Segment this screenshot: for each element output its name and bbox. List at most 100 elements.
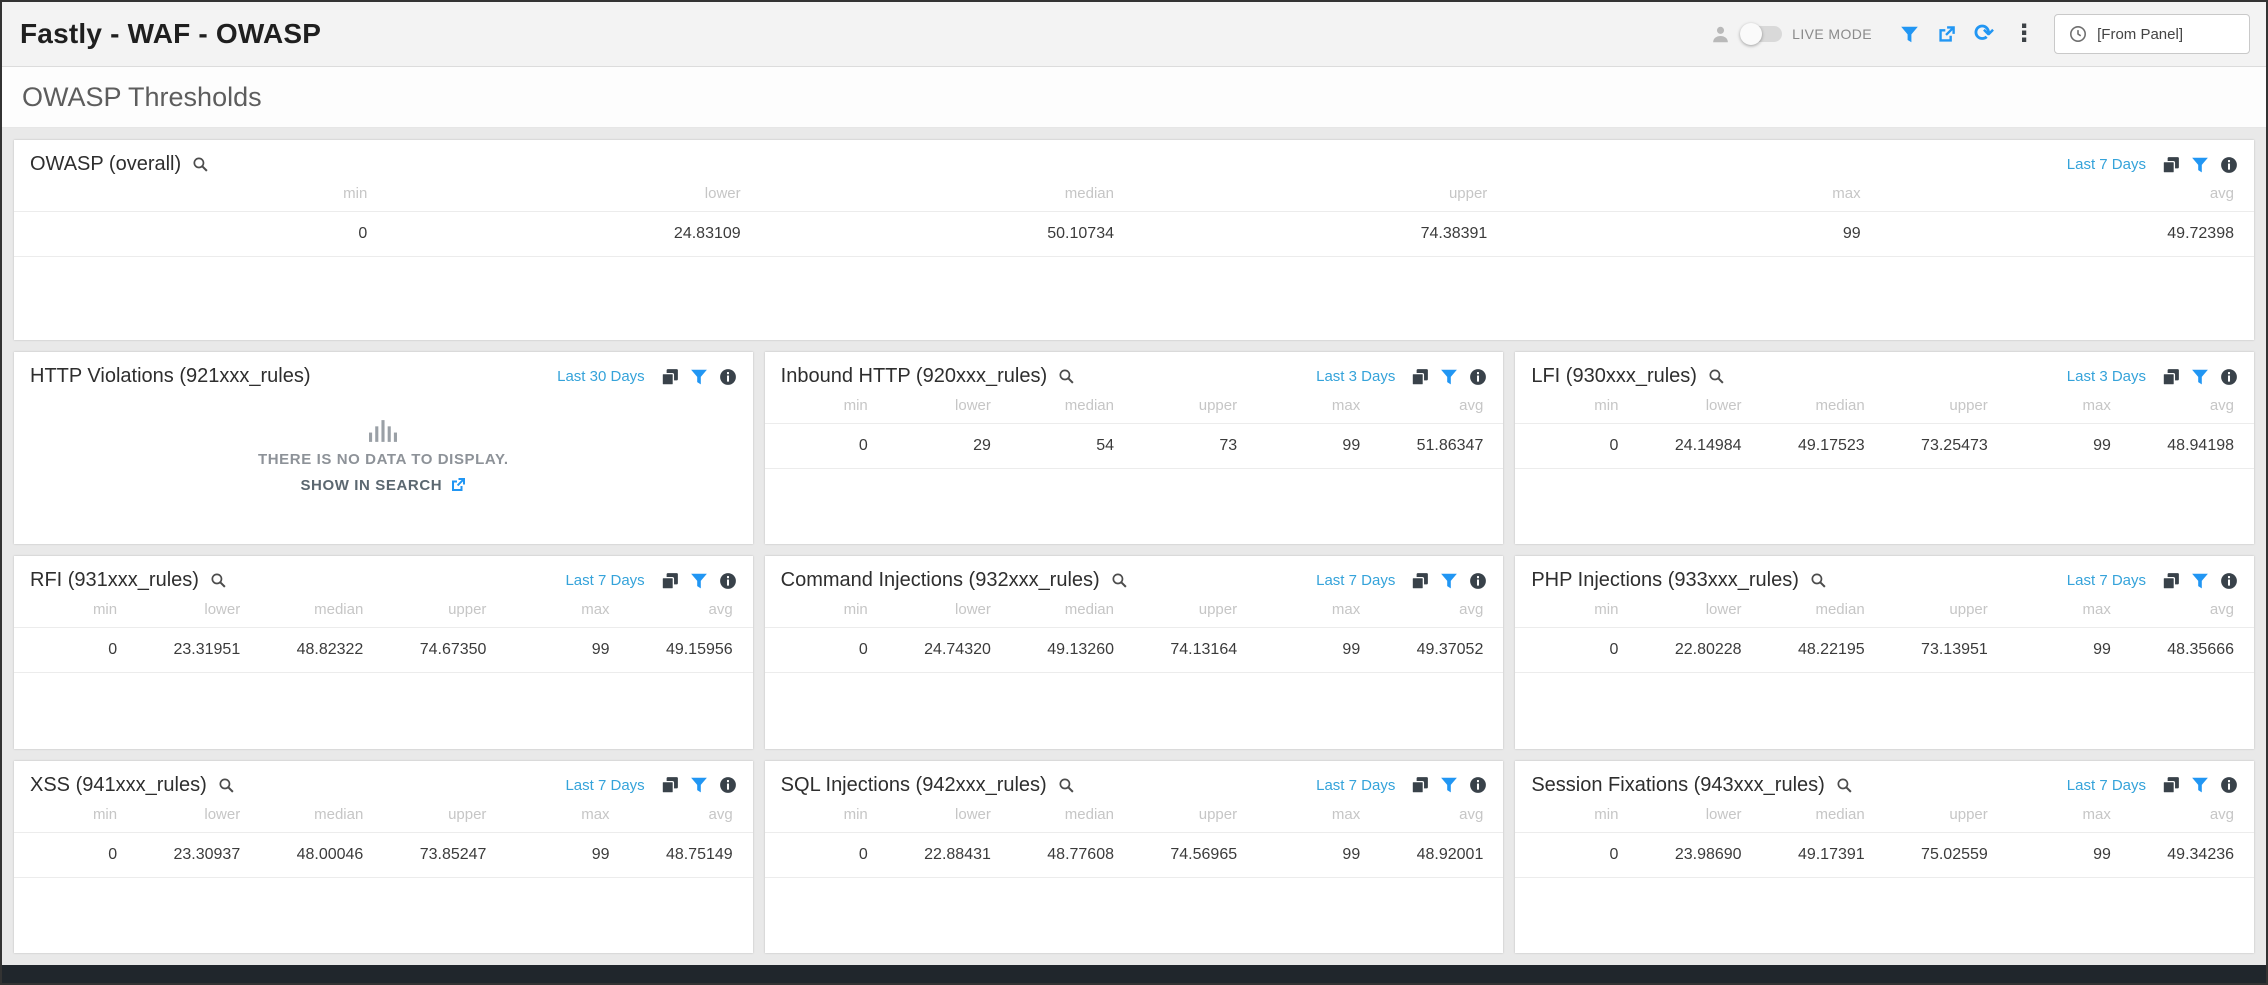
time-range-link[interactable]: Last 3 Days	[1316, 368, 1396, 385]
widget-actions: Last 7 Days	[1316, 572, 1487, 590]
info-icon[interactable]	[1469, 572, 1487, 590]
filter-icon[interactable]	[690, 776, 708, 794]
col-header-avg: avg	[2130, 395, 2255, 424]
widget-title: XSS (941xxx_rules)	[30, 773, 207, 796]
magnifier-icon[interactable]	[1058, 777, 1075, 794]
kebab-menu-icon[interactable]: ⋮	[2012, 20, 2037, 47]
stat-upper: 74.38391	[1133, 211, 1508, 257]
stat-upper: 75.02559	[1884, 832, 2008, 878]
magnifier-icon[interactable]	[192, 156, 209, 173]
stats-table: min lower median upper max avg 0 23.3093…	[14, 803, 753, 878]
col-header-median: median	[1761, 599, 1885, 629]
copy-widget-icon[interactable]	[661, 368, 679, 386]
stat-max: 99	[2007, 423, 2131, 469]
info-icon[interactable]	[1469, 368, 1487, 386]
info-icon[interactable]	[719, 368, 737, 386]
col-header-median: median	[1010, 803, 1134, 833]
stat-min: 0	[1515, 832, 1639, 878]
info-icon[interactable]	[719, 776, 737, 794]
col-header-min: min	[14, 183, 388, 212]
from-panel-button[interactable]: [From Panel]	[2054, 14, 2250, 54]
filter-icon[interactable]	[2191, 156, 2209, 174]
widget-row-1: HTTP Violations (921xxx_rules) Last 30 D…	[14, 352, 2255, 545]
time-range-link[interactable]: Last 3 Days	[2066, 368, 2147, 385]
magnifier-icon[interactable]	[1810, 572, 1827, 589]
info-icon[interactable]	[2220, 572, 2238, 590]
widget-inbound-http: Inbound HTTP (920xxx_rules) Last 3 Days …	[764, 352, 1504, 545]
stat-lower: 23.31951	[137, 627, 261, 674]
stat-max: 99	[1257, 423, 1381, 469]
stat-median: 49.17391	[1761, 832, 1885, 878]
header-actions: LIVE MODE ⟳ ⋮ [From Panel]	[1693, 14, 2250, 54]
magnifier-icon[interactable]	[210, 572, 227, 589]
filter-icon[interactable]	[1440, 368, 1458, 386]
widget-title-wrap: OWASP (overall)	[30, 153, 209, 176]
external-link-icon	[450, 477, 466, 493]
time-range-link[interactable]: Last 7 Days	[1316, 572, 1396, 590]
copy-widget-icon[interactable]	[1411, 776, 1429, 794]
live-mode-toggle[interactable]	[1740, 23, 1783, 45]
stats-value-row: 0 22.80228 48.22195 73.13951 99 48.35666	[1515, 627, 2255, 674]
time-range-link[interactable]: Last 7 Days	[565, 776, 645, 794]
time-range-link[interactable]: Last 7 Days	[1316, 776, 1396, 794]
info-icon[interactable]	[2220, 776, 2238, 794]
stat-max: 99	[506, 832, 630, 878]
time-range-link[interactable]: Last 7 Days	[2066, 776, 2147, 794]
magnifier-icon[interactable]	[1111, 572, 1128, 589]
info-icon[interactable]	[1469, 776, 1487, 794]
magnifier-icon[interactable]	[1058, 368, 1075, 385]
col-header-min: min	[764, 599, 888, 629]
col-header-upper: upper	[1133, 183, 1508, 212]
copy-widget-icon[interactable]	[2162, 776, 2180, 794]
widget-title-wrap: Inbound HTTP (920xxx_rules)	[781, 365, 1075, 388]
filter-icon[interactable]	[2191, 776, 2209, 794]
time-range-link[interactable]: Last 7 Days	[2066, 156, 2146, 173]
widget-actions: Last 7 Days	[2067, 776, 2238, 794]
col-header-min: min	[764, 395, 888, 424]
col-header-min: min	[1515, 803, 1639, 833]
time-range-link[interactable]: Last 30 Days	[557, 368, 645, 385]
filter-icon[interactable]	[1900, 25, 1919, 44]
stat-median: 54	[1010, 423, 1134, 469]
copy-widget-icon[interactable]	[2162, 156, 2180, 174]
filter-icon[interactable]	[1440, 776, 1458, 794]
copy-widget-icon[interactable]	[661, 776, 679, 794]
filter-icon[interactable]	[2191, 368, 2209, 386]
export-icon[interactable]	[1937, 25, 1956, 44]
info-icon[interactable]	[2220, 156, 2238, 174]
stat-lower: 22.80228	[1638, 627, 1762, 674]
refresh-icon[interactable]: ⟳	[1974, 20, 1995, 47]
stat-median: 48.22195	[1761, 627, 1885, 674]
filter-icon[interactable]	[2191, 572, 2209, 590]
col-header-lower: lower	[887, 599, 1011, 629]
stat-lower: 24.14984	[1638, 423, 1762, 469]
col-header-avg: avg	[2130, 803, 2255, 833]
stats-value-row: 0 29 54 73 99 51.86347	[764, 423, 1504, 469]
copy-widget-icon[interactable]	[2162, 572, 2180, 590]
filter-icon[interactable]	[690, 572, 708, 590]
dashboard-header: Fastly - WAF - OWASP LIVE MODE ⟳ ⋮ [From…	[2, 2, 2266, 67]
widget-session-fixations: Session Fixations (943xxx_rules) Last 7 …	[1515, 760, 2255, 953]
magnifier-icon[interactable]	[1836, 777, 1853, 794]
copy-widget-icon[interactable]	[2162, 368, 2180, 386]
time-range-link[interactable]: Last 7 Days	[2066, 572, 2147, 590]
show-in-search[interactable]: SHOW IN SEARCH	[300, 477, 466, 494]
copy-widget-icon[interactable]	[661, 572, 679, 590]
widget-xss: XSS (941xxx_rules) Last 7 Days min lower	[14, 760, 753, 953]
widget-header: OWASP (overall) Last 7 Days	[14, 140, 2254, 183]
copy-widget-icon[interactable]	[1411, 572, 1429, 590]
bar-chart-icon	[369, 420, 397, 442]
widget-actions: Last 30 Days	[557, 368, 737, 386]
magnifier-icon[interactable]	[218, 777, 235, 794]
info-icon[interactable]	[719, 572, 737, 590]
widget-title: RFI (931xxx_rules)	[30, 569, 199, 592]
filter-icon[interactable]	[690, 368, 708, 386]
show-in-search-link[interactable]: SHOW IN SEARCH	[300, 476, 443, 494]
col-header-max: max	[2007, 803, 2131, 833]
col-header-median: median	[760, 183, 1134, 212]
magnifier-icon[interactable]	[1708, 368, 1725, 385]
time-range-link[interactable]: Last 7 Days	[565, 572, 645, 590]
copy-widget-icon[interactable]	[1411, 368, 1429, 386]
info-icon[interactable]	[2220, 368, 2238, 386]
filter-icon[interactable]	[1440, 572, 1458, 590]
